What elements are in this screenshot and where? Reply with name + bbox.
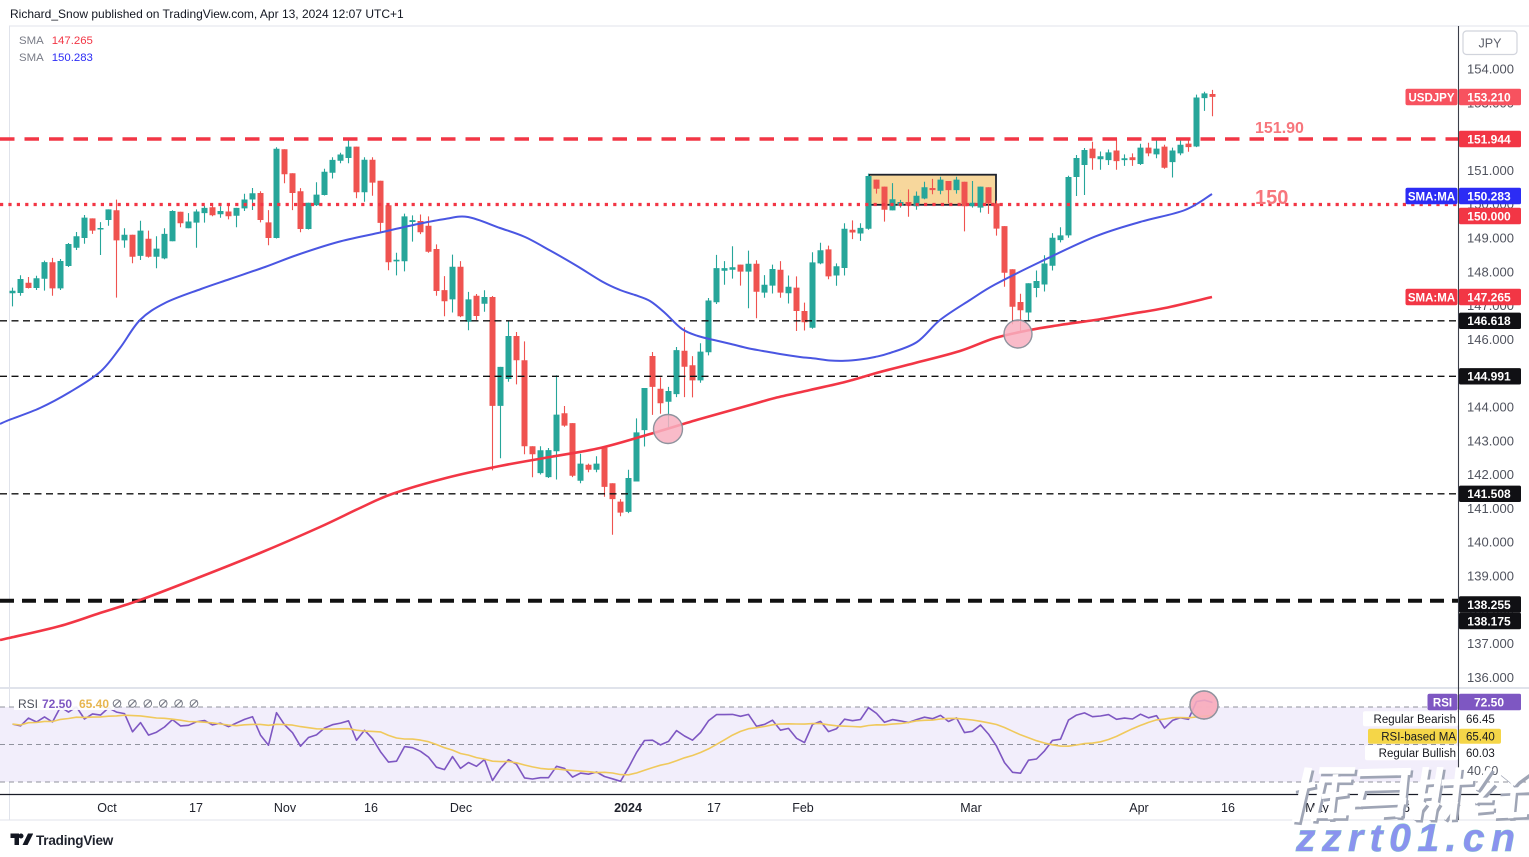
svg-text:153.210: 153.210 (1467, 90, 1511, 104)
svg-text:zzrt01.cn: zzrt01.cn (1295, 817, 1521, 857)
svg-text:Regular Bullish: Regular Bullish (1379, 748, 1456, 760)
svg-text:144.000: 144.000 (1467, 400, 1514, 415)
svg-text:146.618: 146.618 (1467, 314, 1511, 328)
svg-text:144.991: 144.991 (1467, 370, 1511, 384)
svg-text:137.000: 137.000 (1467, 636, 1514, 651)
svg-text:150: 150 (1255, 187, 1288, 209)
svg-text:JPY: JPY (1479, 37, 1503, 51)
svg-text:72.50: 72.50 (1474, 695, 1504, 709)
svg-text:143.000: 143.000 (1467, 433, 1514, 448)
svg-text:Regular Bearish: Regular Bearish (1374, 714, 1456, 726)
svg-text:151.90: 151.90 (1255, 120, 1304, 137)
svg-text:148.000: 148.000 (1467, 264, 1514, 279)
svg-text:Dec: Dec (450, 801, 472, 815)
svg-text:Feb: Feb (792, 801, 814, 815)
svg-text:146.000: 146.000 (1467, 332, 1514, 347)
svg-text:141.000: 141.000 (1467, 501, 1514, 516)
svg-text:Nov: Nov (274, 801, 297, 815)
svg-text:TradingView: TradingView (36, 833, 114, 848)
svg-text:RSI: RSI (1433, 697, 1452, 709)
svg-text:2024: 2024 (614, 801, 642, 815)
svg-text:138.255: 138.255 (1467, 598, 1511, 612)
svg-text:SMA:MA: SMA:MA (1408, 191, 1455, 203)
svg-text:65.40: 65.40 (79, 697, 109, 711)
svg-text:140.000: 140.000 (1467, 535, 1514, 550)
svg-text:SMA:MA: SMA:MA (1408, 292, 1455, 304)
svg-text:17: 17 (189, 801, 203, 815)
svg-text:16: 16 (364, 801, 378, 815)
svg-text:151.000: 151.000 (1467, 163, 1514, 178)
svg-text:RSI-based MA: RSI-based MA (1381, 732, 1456, 744)
svg-text:Mar: Mar (960, 801, 982, 815)
svg-text:17: 17 (707, 801, 721, 815)
svg-text:Apr: Apr (1129, 801, 1148, 815)
svg-text:USDJPY: USDJPY (1408, 92, 1454, 104)
svg-text:139.000: 139.000 (1467, 569, 1514, 584)
svg-text:147.265: 147.265 (1467, 290, 1511, 304)
svg-text:65.40: 65.40 (1466, 732, 1495, 744)
svg-text:149.000: 149.000 (1467, 231, 1514, 246)
svg-text:142.000: 142.000 (1467, 467, 1514, 482)
svg-text:150.283: 150.283 (1467, 189, 1511, 203)
svg-text:141.508: 141.508 (1467, 487, 1511, 501)
svg-text:154.000: 154.000 (1467, 62, 1514, 77)
svg-text:72.50: 72.50 (42, 697, 72, 711)
svg-text:60.03: 60.03 (1466, 748, 1495, 760)
svg-text:136.000: 136.000 (1467, 670, 1514, 685)
svg-text:16: 16 (1221, 801, 1235, 815)
svg-text:Oct: Oct (97, 801, 117, 815)
svg-text:150.000: 150.000 (1467, 209, 1511, 223)
svg-text:66.45: 66.45 (1466, 714, 1495, 726)
svg-text:151.944: 151.944 (1467, 132, 1511, 146)
svg-text:RSI: RSI (18, 697, 38, 711)
svg-text:138.175: 138.175 (1467, 614, 1511, 628)
